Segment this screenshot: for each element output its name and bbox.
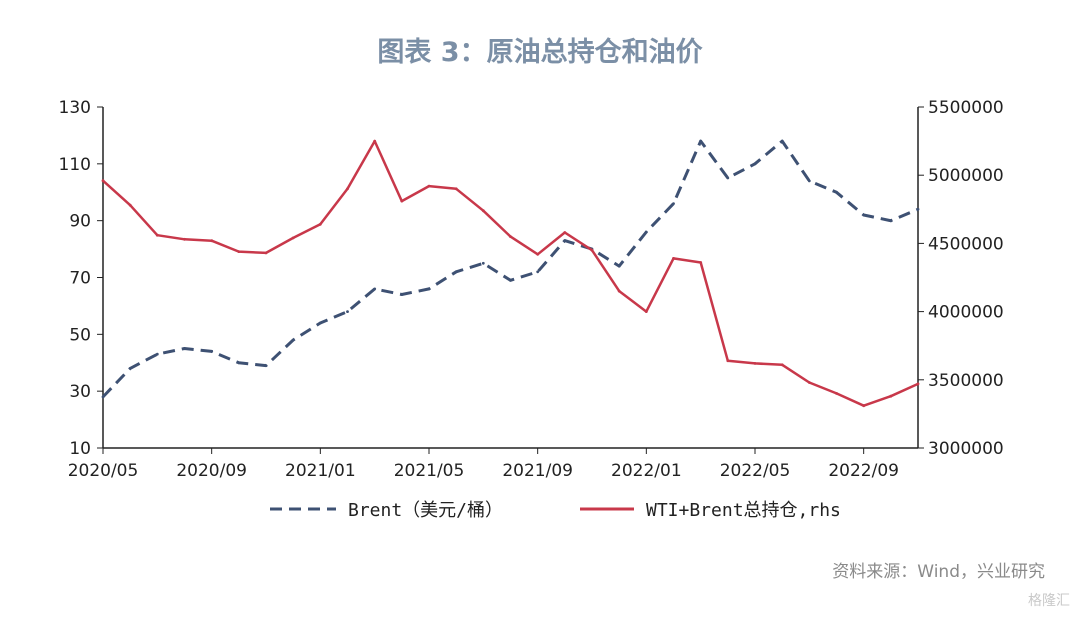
source-note: 资料来源：Wind，兴业研究	[832, 562, 1045, 582]
x-tick-label: 2020/05	[68, 461, 139, 481]
open-interest-point	[101, 179, 105, 183]
brent-point	[699, 139, 703, 143]
brent-line	[101, 139, 919, 398]
left-tick-label: 70	[69, 269, 91, 289]
left-tick-label: 110	[59, 155, 91, 175]
x-tick-label: 2022/09	[828, 461, 899, 481]
open-interest-point	[481, 209, 485, 213]
open-interest-point	[807, 381, 811, 384]
x-tick-label: 2022/05	[720, 461, 791, 481]
open-interest-point	[862, 404, 866, 408]
open-interest-point	[155, 233, 159, 237]
open-interest-point	[916, 382, 920, 386]
brent-point	[536, 270, 540, 274]
x-tick-label: 2021/01	[285, 461, 356, 481]
brent-point	[454, 270, 458, 274]
open-interest-point	[291, 236, 295, 240]
brent-point	[318, 321, 322, 325]
watermark: 格隆汇	[1028, 593, 1070, 609]
legend-oi-swatch	[580, 507, 634, 511]
open-interest-point	[318, 222, 322, 226]
brent-point	[427, 287, 431, 291]
brent-point	[916, 207, 920, 211]
open-interest-point	[536, 252, 540, 256]
open-interest-point	[889, 394, 893, 398]
brent-point	[481, 261, 485, 265]
left-tick-label: 10	[69, 439, 91, 459]
open-interest-point	[835, 392, 838, 395]
legend-brent: Brent（美元/桶）	[268, 496, 503, 522]
brent-point	[644, 230, 648, 234]
open-interest-point	[672, 257, 675, 260]
left-tick-label: 30	[69, 382, 91, 402]
x-tick-label: 2022/01	[611, 461, 682, 481]
left-tick-label: 130	[59, 98, 91, 118]
brent-point	[291, 338, 295, 342]
open-interest-point	[590, 248, 594, 252]
brent-point	[346, 310, 349, 313]
brent-point	[835, 190, 838, 194]
open-interest-point	[509, 235, 512, 239]
right-tick-label: 5500000	[928, 98, 1004, 118]
open-interest-point	[373, 139, 377, 143]
x-tick-label: 2021/09	[502, 461, 573, 481]
brent-point	[807, 179, 811, 183]
open-interest-point	[128, 203, 132, 207]
open-interest-point	[617, 289, 621, 293]
brent-point	[210, 350, 214, 353]
brent-point	[726, 176, 730, 180]
brent-point	[400, 293, 404, 296]
brent-point	[155, 352, 159, 356]
x-tick-label: 2020/09	[176, 461, 247, 481]
brent-point	[672, 202, 675, 206]
brent-point	[373, 287, 377, 291]
right-tick-label: 3500000	[928, 371, 1004, 391]
open-interest-point	[400, 199, 404, 203]
right-tick-label: 4500000	[928, 234, 1004, 254]
open-interest-point	[699, 261, 703, 264]
open-interest-point	[726, 359, 730, 363]
brent-point	[780, 139, 784, 143]
left-tick-label: 90	[69, 212, 91, 232]
open-interest-point	[183, 237, 186, 241]
chart-title: 图表 3：原油总持仓和油价	[377, 37, 703, 68]
brent-point	[862, 213, 866, 217]
brent-point	[264, 364, 268, 367]
legend-oi-label: WTI+Brent总持仓,rhs	[646, 500, 841, 521]
brent-point	[128, 367, 132, 370]
open-interest-point	[780, 363, 784, 367]
open-interest-point	[210, 239, 214, 243]
open-interest-point	[427, 184, 431, 188]
brent-point	[753, 162, 757, 166]
brent-point	[237, 361, 241, 365]
brent-point	[101, 395, 105, 399]
right-tick-label: 4000000	[928, 303, 1004, 323]
x-tick-label: 2021/05	[394, 461, 465, 481]
open-interest-point	[644, 310, 648, 313]
open-interest-point	[237, 250, 241, 254]
legend-brent-label: Brent（美元/桶）	[348, 500, 504, 521]
open-interest-point	[346, 187, 349, 191]
open-interest-point	[454, 187, 458, 191]
right-tick-label: 5000000	[928, 166, 1004, 186]
brent-point	[509, 278, 512, 282]
left-tick-label: 50	[69, 325, 91, 345]
open-interest-point	[753, 362, 757, 365]
legend-brent-swatch	[270, 507, 336, 511]
brent-point	[563, 239, 567, 243]
brent-point	[889, 219, 893, 223]
legend-oi: WTI+Brent总持仓,rhs	[578, 496, 841, 522]
right-tick-label: 3000000	[928, 439, 1004, 459]
open-interest-line	[102, 139, 919, 407]
open-interest-point	[264, 251, 268, 255]
brent-point	[183, 347, 186, 350]
brent-point	[617, 264, 621, 268]
open-interest-point	[563, 231, 567, 234]
